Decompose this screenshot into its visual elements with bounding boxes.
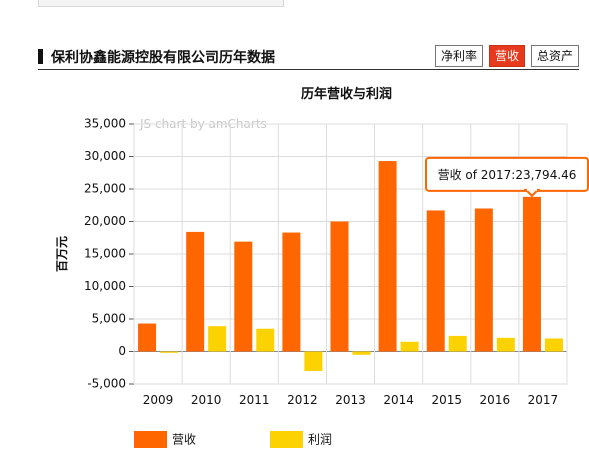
bar-revenue[interactable]	[426, 210, 445, 352]
bar-profit[interactable]	[304, 351, 323, 372]
x-tick-label: 2012	[287, 393, 318, 407]
legend-label-profit[interactable]: 利润	[308, 433, 332, 447]
tab-total-assets[interactable]: 总资产	[530, 45, 579, 67]
bar-revenue[interactable]	[378, 161, 397, 352]
bar-revenue[interactable]	[138, 323, 157, 352]
top-scroll-strip	[38, 0, 284, 7]
bar-revenue[interactable]	[330, 221, 349, 352]
chart-title: 历年营收与利润	[301, 86, 392, 102]
x-tick-label: 2017	[528, 393, 559, 407]
legend-swatch-revenue[interactable]	[134, 431, 167, 448]
bar-revenue[interactable]	[234, 241, 253, 352]
y-tick-label: -5,000	[87, 377, 126, 391]
y-tick-label: 0	[118, 344, 126, 358]
bar-profit[interactable]	[544, 338, 563, 352]
x-tick-label: 2016	[480, 393, 511, 407]
tooltip-box	[425, 156, 589, 192]
tab-net-margin[interactable]: 净利率	[434, 45, 483, 67]
x-tick-label: 2014	[383, 393, 414, 407]
bar-revenue[interactable]	[282, 232, 301, 352]
bar-revenue[interactable]	[522, 196, 541, 352]
y-tick-label: 5,000	[92, 312, 126, 326]
y-tick-label: 35,000	[84, 117, 126, 131]
x-tick-label: 2013	[335, 393, 366, 407]
x-tick-label: 2011	[239, 393, 270, 407]
header-marker	[38, 49, 43, 64]
bar-revenue[interactable]	[474, 208, 493, 352]
x-tick-label: 2015	[431, 393, 462, 407]
x-tick-label: 2009	[143, 393, 174, 407]
legend-swatch-profit[interactable]	[270, 431, 303, 448]
section-title: 保利协鑫能源控股有限公司历年数据	[51, 50, 275, 66]
legend-label-revenue[interactable]: 营收	[172, 433, 196, 447]
y-tick-label: 25,000	[84, 182, 126, 196]
bar-revenue[interactable]	[186, 231, 205, 352]
bar-profit[interactable]	[160, 351, 179, 353]
x-tick-label: 2010	[191, 393, 222, 407]
section-header: 保利协鑫能源控股有限公司历年数据 净利率 营收 总资产	[38, 44, 579, 70]
y-axis-label: 百万元	[55, 236, 69, 272]
metric-tabs: 净利率 营收 总资产	[434, 45, 579, 67]
bar-profit[interactable]	[400, 341, 419, 352]
tab-revenue[interactable]: 营收	[488, 45, 525, 67]
bar-profit[interactable]	[448, 335, 467, 352]
y-tick-label: 10,000	[84, 279, 126, 293]
bar-profit[interactable]	[256, 328, 275, 352]
bar-profit[interactable]	[496, 337, 515, 352]
y-tick-label: 30,000	[84, 149, 126, 163]
tooltip-text: 营收 of 2017:23,794.46	[438, 168, 577, 182]
y-tick-label: 15,000	[84, 247, 126, 261]
y-tick-label: 20,000	[84, 214, 126, 228]
bar-profit[interactable]	[352, 351, 371, 355]
value-tooltip: 营收 of 2017:23,794.46	[425, 156, 589, 198]
tooltip-pointer-join	[526, 187, 537, 191]
bar-profit[interactable]	[208, 326, 227, 352]
